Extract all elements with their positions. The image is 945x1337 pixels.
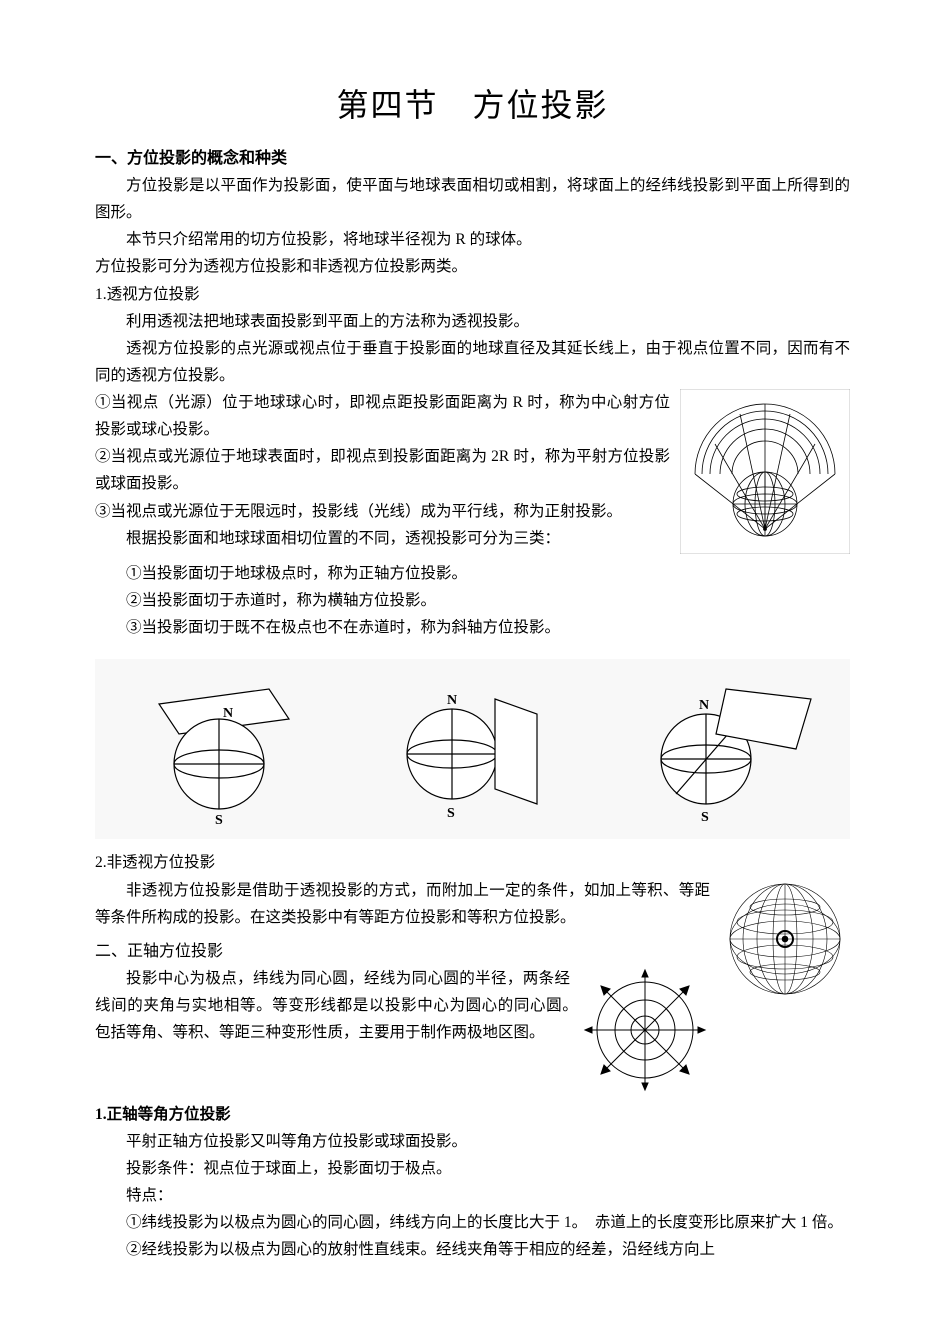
label-n3: N [699,698,709,713]
section1-p1: 方位投影是以平面作为投影面，使平面与地球表面相切或相割，将球面上的经纬线投影到平… [95,172,850,226]
label-s: S [215,813,223,828]
section1-item5: ②当投影面切于赤道时，称为横轴方位投影。 [95,587,850,614]
equatorial-projection-icon: N S [367,669,567,829]
label-s3: S [701,810,709,825]
section2-p4: 特点： [95,1182,850,1209]
section2-item1: ①纬线投影为以极点为圆心的同心圆，纬线方向上的长度比大于 1。 赤道上的长度变形… [95,1209,850,1236]
section-1-heading: 一、方位投影的概念和种类 [95,144,850,168]
section1-p4: 利用透视法把地球表面投影到平面上的方法称为透视投影。 [95,308,850,335]
polar-projection-icon: N S [119,669,319,829]
oblique-projection-icon: N S [616,669,826,829]
section1-sub2: 2.非透视方位投影 [95,849,850,876]
section2-p2: 平射正轴方位投影又叫等角方位投影或球面投影。 [95,1128,850,1155]
label-n2: N [447,693,457,708]
section1-item4: ①当投影面切于地球极点时，称为正轴方位投影。 [95,560,850,587]
star-diagram [580,965,710,1095]
section2-item2: ②经线投影为以极点为圆心的放射性直线束。经线夹角等于相应的经差，沿经线方向上 [95,1236,850,1263]
three-spheres-diagram: N S N S [95,659,850,839]
document-page: 第四节 方位投影 一、方位投影的概念和种类 方位投影是以平面作为投影面，使平面与… [0,0,945,1304]
section1-sub1: 1.透视方位投影 [95,281,850,308]
section1-p2: 本节只介绍常用的切方位投影，将地球半径视为 R 的球体。 [95,226,850,253]
section1-p3: 方位投影可分为透视方位投影和非透视方位投影两类。 [95,253,850,280]
section2-sub1: 1.正轴等角方位投影 [95,1101,850,1128]
section1-item6: ③当投影面切于既不在极点也不在赤道时，称为斜轴方位投影。 [95,614,850,641]
grid-sphere-diagram [720,877,850,1002]
section1-p5: 透视方位投影的点光源或视点位于垂直于投影面的地球直径及其延长线上，由于视点位置不… [95,335,850,389]
label-s2: S [447,806,455,821]
page-title: 第四节 方位投影 [95,80,850,126]
fan-projection-diagram [680,389,850,554]
section2-p3: 投影条件：视点位于球面上，投影面切于极点。 [95,1155,850,1182]
label-n: N [223,706,233,721]
